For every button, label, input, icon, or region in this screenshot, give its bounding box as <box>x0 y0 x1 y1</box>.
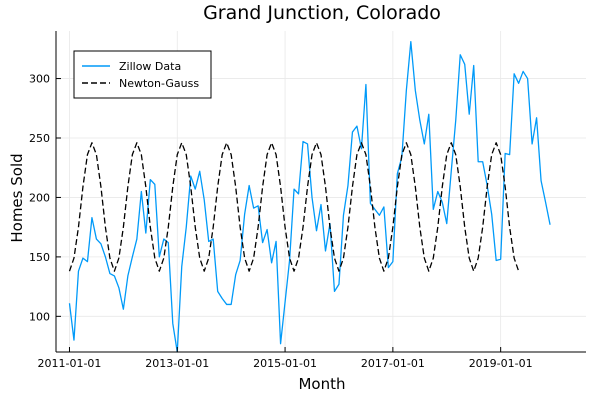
legend: Zillow Data Newton-Gauss <box>73 50 212 99</box>
ticks: 2011-01-01 2013-01-01 2015-01-01 2017-01-01… <box>29 73 533 370</box>
x-tick-label: 2017-01-01 <box>361 357 425 370</box>
x-tick-label: 2011-01-01 <box>38 357 102 370</box>
x-axis-title: Month <box>298 375 345 393</box>
legend-label-newton: Newton-Gauss <box>119 77 199 90</box>
series-newton-gauss <box>68 142 520 272</box>
y-tick-label: 100 <box>29 310 50 323</box>
grid <box>56 31 586 352</box>
series-layer <box>68 41 551 353</box>
chart-title: Grand Junction, Colorado <box>203 2 441 24</box>
y-tick-label: 250 <box>29 132 50 145</box>
legend-box <box>73 50 212 99</box>
x-tick-label: 2013-01-01 <box>145 357 209 370</box>
y-tick-label: 150 <box>29 251 50 264</box>
axes <box>55 31 586 353</box>
y-tick-label: 200 <box>29 191 50 204</box>
y-axis-title: Homes Sold <box>8 153 26 242</box>
series-zillow-data <box>68 41 551 353</box>
legend-label-zillow: Zillow Data <box>119 60 181 73</box>
y-tick-label: 300 <box>29 73 50 86</box>
x-tick-label: 2019-01-01 <box>469 357 533 370</box>
x-tick-label: 2015-01-01 <box>253 357 317 370</box>
